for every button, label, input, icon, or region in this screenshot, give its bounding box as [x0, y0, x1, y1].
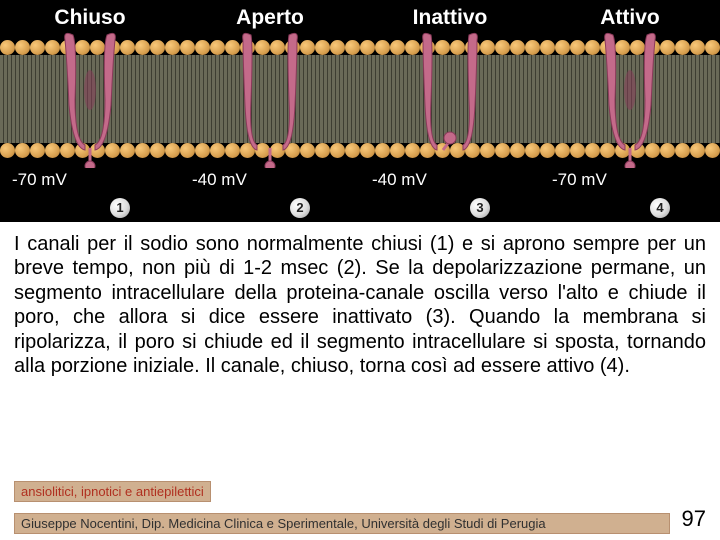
- page-number: 97: [682, 506, 706, 534]
- state-number-badge: 2: [290, 198, 310, 218]
- state-number-badge: 3: [470, 198, 490, 218]
- voltage-label: -70 mV: [0, 170, 180, 190]
- voltage-label: -70 mV: [540, 170, 720, 190]
- state-label: Chiuso: [0, 6, 180, 30]
- voltage-labels-row: -70 mV -40 mV -40 mV -70 mV: [0, 170, 720, 190]
- author-attribution: Giuseppe Nocentini, Dip. Medicina Clinic…: [14, 513, 670, 534]
- state-labels-row: Chiuso Aperto Inattivo Attivo: [0, 6, 720, 30]
- number-badges-row: 1 2 3 4: [0, 198, 720, 218]
- state-label: Aperto: [180, 6, 360, 30]
- channel-open: [235, 30, 305, 168]
- channel-states-diagram: Chiuso Aperto Inattivo Attivo: [0, 0, 720, 222]
- state-number-badge: 1: [110, 198, 130, 218]
- channel-active: [595, 30, 665, 168]
- channel-closed: [55, 30, 125, 168]
- topic-tag: ansiolitici, ipnotici e antiepilettici: [14, 481, 211, 502]
- state-label: Attivo: [540, 6, 720, 30]
- membrane: [0, 40, 720, 158]
- state-number-badge: 4: [650, 198, 670, 218]
- channel-inactivated: [415, 30, 485, 168]
- voltage-label: -40 mV: [360, 170, 540, 190]
- voltage-label: -40 mV: [180, 170, 360, 190]
- state-label: Inattivo: [360, 6, 540, 30]
- slide-footer: ansiolitici, ipnotici e antiepilettici G…: [0, 481, 720, 534]
- explanation-paragraph: I canali per il sodio sono normalmente c…: [0, 222, 720, 378]
